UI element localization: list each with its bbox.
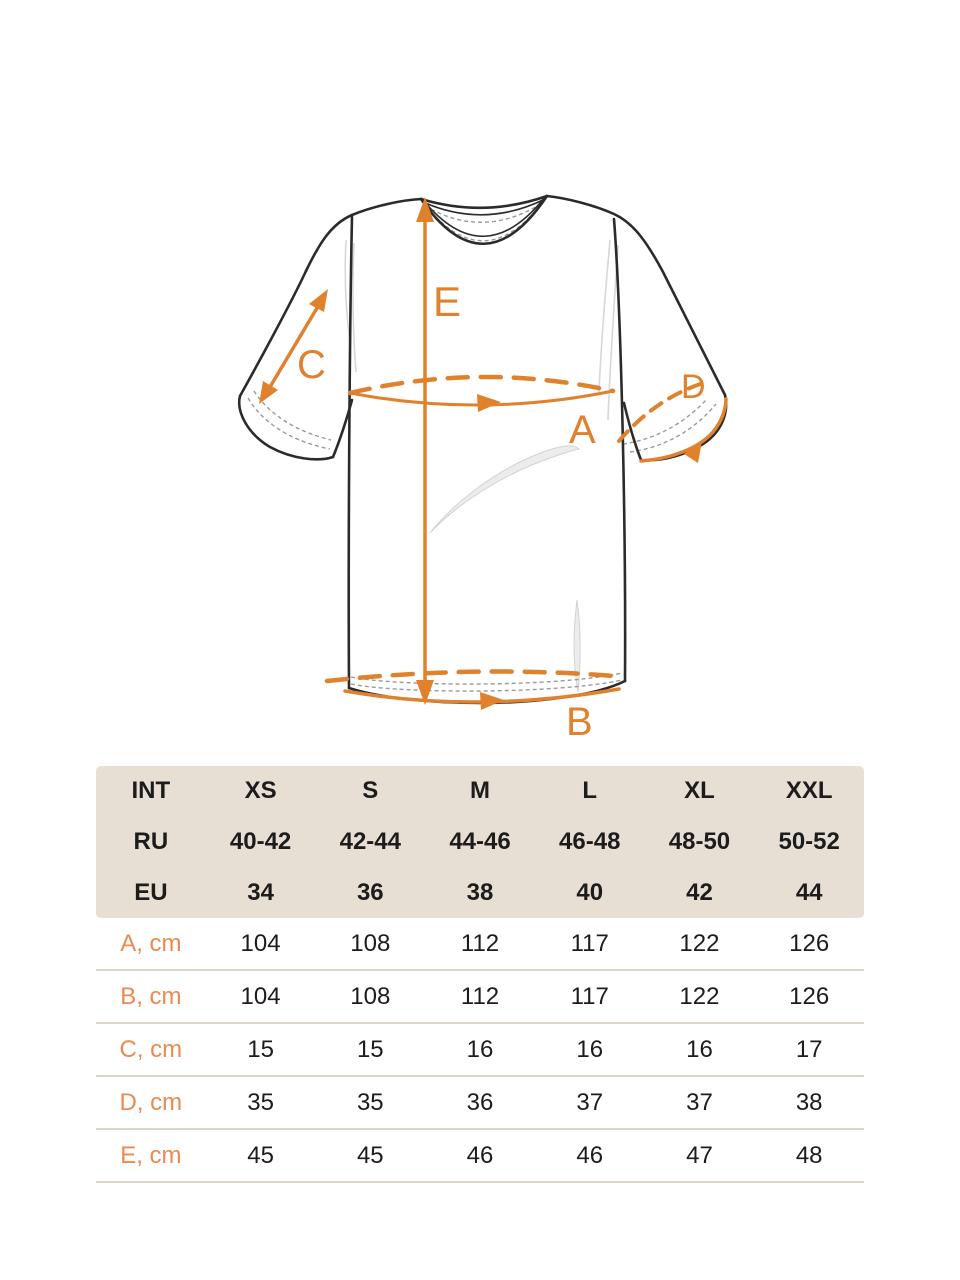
row-label: A, cm <box>120 929 182 957</box>
value-cell: 38 <box>795 1088 823 1116</box>
arrow-up-icon <box>416 197 434 222</box>
value-cell: 126 <box>789 982 830 1010</box>
row-label: B, cm <box>120 982 182 1010</box>
size-cell: 40-42 <box>229 828 292 856</box>
size-cell: XXL <box>785 777 833 805</box>
value-cell: 108 <box>350 929 391 957</box>
value-cell: 46 <box>576 1141 604 1169</box>
header-row-eu: EU 34 36 38 40 42 44 <box>96 867 864 918</box>
header-label-eu: EU <box>134 878 168 906</box>
size-cell: 36 <box>356 878 384 906</box>
value-cell: 126 <box>789 929 830 957</box>
value-cell: 35 <box>356 1088 384 1116</box>
arrow-right-icon <box>480 692 504 710</box>
row-d-cm: D, cm 35 35 36 37 37 38 <box>96 1077 864 1131</box>
row-a-cm: A, cm 104 108 112 117 122 126 <box>96 918 864 972</box>
label-B: B <box>566 700 593 744</box>
header-row-int: INT XS S M L XL XXL <box>96 766 864 817</box>
value-cell: 17 <box>795 1035 823 1063</box>
value-cell: 16 <box>686 1035 713 1063</box>
arrow-right-icon <box>477 394 501 412</box>
arrow-down-icon <box>416 680 434 705</box>
measure-cuff-D: D <box>617 368 728 463</box>
measure-chest-A: A <box>347 374 616 452</box>
arrow-down-left-icon <box>259 381 278 404</box>
size-table-header: INT XS S M L XL XXL RU 40-42 42-44 44-46… <box>96 766 864 919</box>
value-cell: 48 <box>795 1141 823 1169</box>
value-cell: 45 <box>356 1141 384 1169</box>
value-cell: 16 <box>576 1035 604 1063</box>
value-cell: 37 <box>686 1088 713 1116</box>
measure-sleeve-C: C <box>259 289 328 404</box>
value-cell: 117 <box>570 982 609 1010</box>
size-cell: 50-52 <box>778 828 840 856</box>
stitch-lines <box>247 197 717 692</box>
value-cell: 46 <box>466 1141 494 1169</box>
value-cell: 112 <box>460 982 500 1010</box>
value-cell: 122 <box>679 982 720 1010</box>
value-cell: 15 <box>356 1035 384 1063</box>
size-table: INT XS S M L XL XXL RU 40-42 42-44 44-46… <box>96 766 864 1184</box>
row-label: C, cm <box>119 1035 183 1063</box>
size-cell: 42-44 <box>339 828 401 856</box>
size-cell: L <box>582 777 598 805</box>
value-cell: 122 <box>679 929 720 957</box>
value-cell: 36 <box>466 1088 494 1116</box>
size-table-body: A, cm 104 108 112 117 122 126 B, cm 104 … <box>96 918 864 1184</box>
label-A: A <box>569 408 596 452</box>
row-c-cm: C, cm 15 15 16 16 16 17 <box>96 1024 864 1078</box>
value-cell: 47 <box>686 1141 713 1169</box>
row-b-cm: B, cm 104 108 112 117 122 126 <box>96 971 864 1025</box>
header-label-int: INT <box>131 777 171 805</box>
value-cell: 16 <box>466 1035 494 1063</box>
row-e-cm: E, cm 45 45 46 46 47 48 <box>96 1130 864 1184</box>
fabric-creases <box>344 239 619 693</box>
arrow-up-right-icon <box>684 441 702 463</box>
size-cell: 38 <box>466 878 494 906</box>
row-label: E, cm <box>120 1141 182 1169</box>
header-label-ru: RU <box>133 828 169 856</box>
size-cell: 44 <box>795 878 823 906</box>
value-cell: 15 <box>247 1035 274 1063</box>
size-cell: M <box>470 777 491 805</box>
label-E: E <box>433 278 461 325</box>
value-cell: 108 <box>350 982 391 1010</box>
size-cell: 44-46 <box>449 828 511 856</box>
size-cell: XL <box>684 777 715 805</box>
value-cell: 117 <box>570 929 609 957</box>
label-D: D <box>681 368 706 406</box>
value-cell: 45 <box>247 1141 274 1169</box>
tshirt-measurement-diagram: E C A D B <box>237 194 728 744</box>
row-label: D, cm <box>119 1088 183 1116</box>
value-cell: 104 <box>240 929 281 957</box>
value-cell: 112 <box>460 929 500 957</box>
arrow-up-right-icon <box>309 289 328 312</box>
size-cell: S <box>362 777 379 805</box>
measure-length-E: E <box>416 197 461 705</box>
size-cell: 40 <box>576 878 604 906</box>
label-C: C <box>297 343 326 387</box>
size-cell: XS <box>244 777 277 805</box>
value-cell: 35 <box>247 1088 274 1116</box>
size-cell: 46-48 <box>559 828 621 856</box>
value-cell: 104 <box>240 982 281 1010</box>
size-cell: 42 <box>686 878 713 906</box>
value-cell: 37 <box>576 1088 604 1116</box>
size-cell: 34 <box>247 878 274 906</box>
tshirt-outline <box>237 194 728 705</box>
size-cell: 48-50 <box>668 828 731 856</box>
header-row-ru: RU 40-42 42-44 44-46 46-48 48-50 50-52 <box>96 817 864 868</box>
measure-hem-B: B <box>324 669 621 744</box>
